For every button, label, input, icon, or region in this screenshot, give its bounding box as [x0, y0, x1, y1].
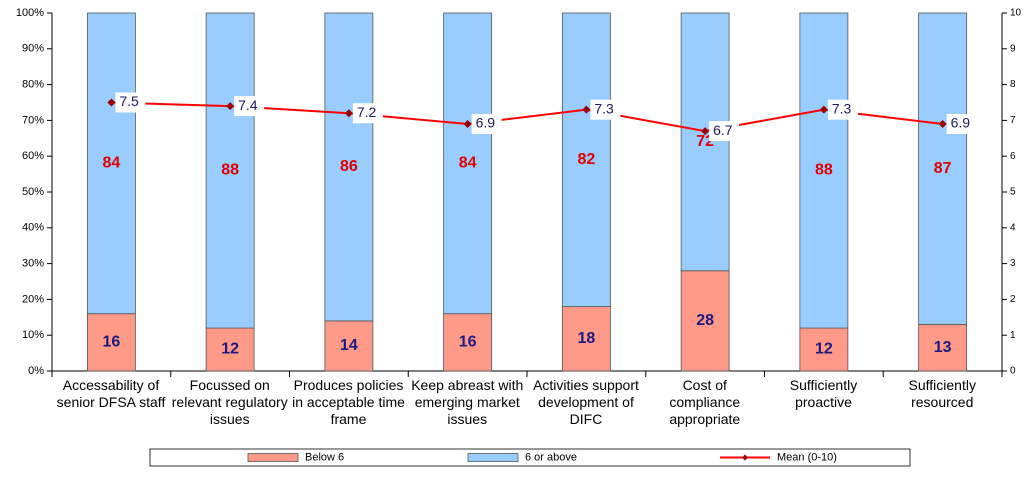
- mean-marker: [819, 105, 828, 114]
- y2-tick-label: 5: [1010, 187, 1016, 198]
- bar-segment: [561, 12, 611, 307]
- data-label: 88: [221, 162, 239, 179]
- y-tick-label: 90%: [22, 43, 44, 55]
- bar-segment: [324, 320, 374, 372]
- y2-tick-label: 9: [1010, 43, 1016, 54]
- x-tick-label: Sufficiently proactive: [789, 377, 858, 410]
- y-tick-label: 30%: [22, 258, 44, 270]
- label-box: [946, 113, 977, 134]
- bar-segment: [205, 327, 255, 372]
- y-tick-label: 50%: [22, 186, 44, 198]
- bar-segment: [799, 12, 849, 329]
- data-label: 84: [102, 155, 120, 172]
- y2-tick-label: 0: [1010, 366, 1016, 377]
- data-label: 87: [934, 160, 952, 177]
- mean-marker: [344, 109, 353, 118]
- label-box: [709, 121, 740, 142]
- mean-label: 6.9: [951, 115, 971, 131]
- data-label: 16: [459, 334, 477, 351]
- data-label: 82: [577, 151, 595, 168]
- bar-segment: [918, 324, 968, 372]
- legend-label: Mean (0-10): [777, 451, 837, 463]
- mean-marker: [582, 105, 591, 114]
- y-tick-label: 80%: [22, 79, 44, 91]
- mean-marker: [463, 119, 472, 128]
- bar-segment: [680, 12, 730, 272]
- data-label: 13: [934, 339, 952, 356]
- mean-marker: [107, 98, 116, 107]
- x-tick-label: Sufficiently resourced: [908, 377, 976, 410]
- data-label: 14: [340, 337, 358, 354]
- bar-segment: [86, 12, 136, 315]
- bar-segment: [561, 306, 611, 372]
- y2-tick-label: 2: [1010, 294, 1016, 305]
- x-tick-label: Cost of compliance appropriate: [669, 377, 741, 427]
- label-box: [590, 99, 621, 120]
- mean-marker: [938, 119, 947, 128]
- legend-swatch: [247, 453, 299, 462]
- data-label: 12: [815, 341, 833, 358]
- data-label: 12: [221, 341, 239, 358]
- label-box: [471, 113, 502, 134]
- y-tick-label: 0%: [28, 365, 44, 377]
- y-tick-label: 100%: [16, 7, 44, 19]
- y2-tick-label: 3: [1010, 258, 1016, 269]
- bar-segment: [443, 313, 493, 372]
- y-tick-label: 70%: [22, 114, 44, 126]
- x-tick-label: Accessability of senior DFSA staff: [56, 377, 166, 410]
- data-label: 86: [340, 158, 358, 175]
- y2-tick-label: 8: [1010, 79, 1016, 90]
- mean-label: 7.3: [594, 100, 614, 116]
- data-label: 84: [459, 155, 477, 172]
- bar-segment: [86, 313, 136, 372]
- legend-swatch: [467, 453, 519, 462]
- label-box: [234, 96, 265, 117]
- x-tick-label: Produces policies in acceptable time fra…: [292, 377, 405, 427]
- data-label: 28: [696, 312, 714, 329]
- mean-label: 7.2: [357, 104, 377, 120]
- x-tick-label: Keep abreast with emerging market issues: [411, 377, 524, 427]
- data-label: 16: [102, 334, 120, 351]
- data-label: 18: [577, 330, 595, 347]
- bar-segment: [443, 12, 493, 315]
- bar-segment: [680, 270, 730, 372]
- bar-segment: [324, 12, 374, 322]
- y-tick-label: 60%: [22, 150, 44, 162]
- legend-label: Below 6: [305, 451, 344, 463]
- y-tick-label: 10%: [22, 329, 44, 341]
- label-box: [115, 92, 146, 113]
- mean-label: 7.4: [238, 97, 258, 113]
- label-box: [827, 99, 858, 120]
- label-box: [352, 103, 383, 124]
- bar-segment: [205, 12, 255, 329]
- y2-tick-label: 1: [1010, 330, 1016, 341]
- data-label: 88: [815, 162, 833, 179]
- y2-tick-label: 4: [1010, 222, 1016, 233]
- y2-tick-label: 6: [1010, 151, 1016, 162]
- mean-label: 7.5: [119, 93, 139, 109]
- mean-label: 6.9: [476, 115, 496, 131]
- mean-label: 6.7: [713, 122, 733, 138]
- legend-box: [149, 448, 911, 467]
- legend-label: 6 or above: [525, 451, 577, 463]
- y-tick-label: 40%: [22, 222, 44, 234]
- y2-tick-label: 10: [1010, 8, 1022, 19]
- mean-marker: [701, 127, 710, 136]
- legend-marker: [742, 454, 748, 461]
- x-tick-label: Focussed on relevant regulatory issues: [171, 377, 288, 427]
- bar-segment: [799, 327, 849, 372]
- mean-marker: [226, 102, 235, 111]
- y2-tick-label: 7: [1010, 115, 1016, 126]
- x-tick-label: Activities support development of DIFC: [533, 377, 639, 427]
- mean-label: 7.3: [832, 100, 852, 116]
- y-tick-label: 20%: [22, 293, 44, 305]
- bar-segment: [918, 12, 968, 325]
